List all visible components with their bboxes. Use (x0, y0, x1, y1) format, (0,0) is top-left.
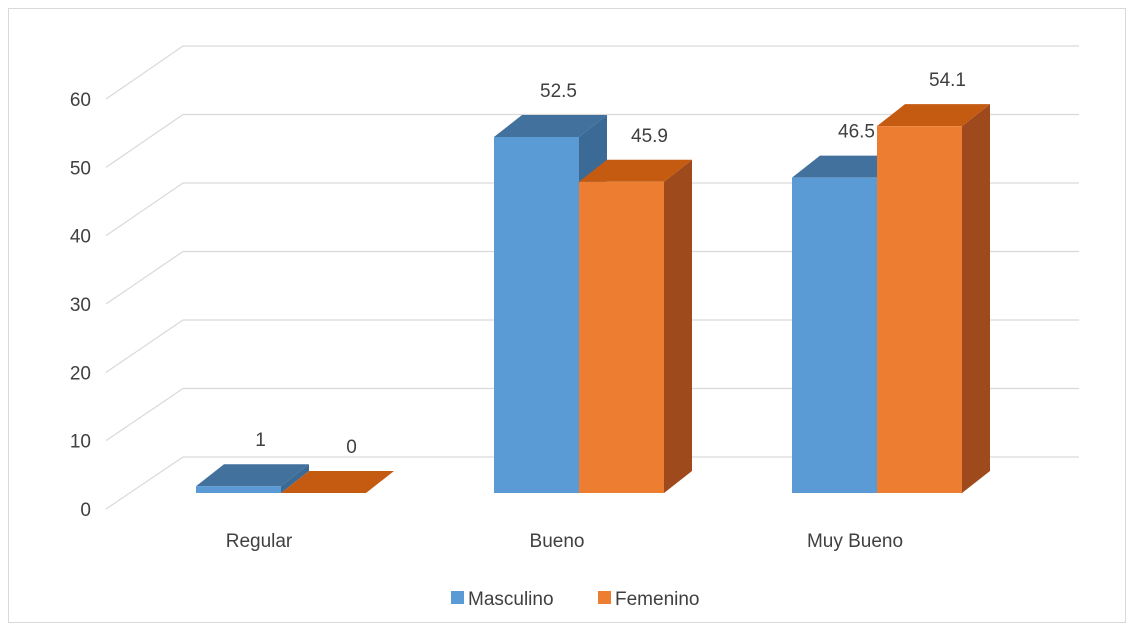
data-label: 54.1 (929, 70, 966, 91)
y-tick-label: 50 (70, 158, 91, 179)
bar-front (792, 177, 877, 493)
category-label: Muy Bueno (807, 531, 903, 552)
bar-front (579, 181, 664, 494)
legend-swatch-masculino (451, 591, 464, 604)
bar-femenino-0 (281, 471, 394, 494)
y-tick-label: 10 (70, 432, 91, 453)
data-label: 52.5 (540, 81, 577, 102)
bar-top (494, 115, 607, 137)
bar-side (664, 159, 692, 494)
gridline-diagonal (105, 319, 184, 373)
bar-top (877, 104, 990, 127)
x-axis-categories: Regular Bueno Muy Bueno (226, 531, 903, 552)
gridline-diagonal (105, 45, 184, 100)
data-label: 46.5 (838, 122, 875, 143)
chart-frame: 0 10 20 30 40 50 60 1 0 52.5 45.9 46.5 54.1 Regular… (8, 8, 1126, 623)
bar-front (196, 486, 281, 493)
bars-layer (196, 104, 990, 494)
bar-top (792, 155, 905, 178)
gridline-diagonal (105, 456, 184, 510)
legend: Masculino Femenino (451, 589, 700, 610)
bar-front (494, 137, 579, 493)
category-label: Regular (226, 531, 293, 552)
gridline-diagonal (105, 182, 184, 237)
y-axis-ticks: 0 10 20 30 40 50 60 (70, 90, 91, 521)
data-labels-layer: 1 0 52.5 45.9 46.5 54.1 (255, 70, 966, 458)
bar-masculino-0 (196, 464, 309, 493)
y-tick-label: 60 (70, 90, 91, 111)
category-label: Bueno (530, 531, 585, 552)
y-tick-label: 20 (70, 363, 91, 384)
bar-femenino-1 (579, 159, 692, 494)
data-label: 45.9 (631, 126, 668, 147)
gridline-diagonal (105, 114, 184, 168)
data-label: 0 (346, 437, 357, 458)
legend-swatch-femenino (598, 591, 611, 604)
legend-label-masculino: Masculino (468, 589, 554, 610)
bar-top (196, 464, 309, 487)
bar-side (962, 104, 990, 493)
data-label: 1 (255, 430, 266, 451)
bar-femenino-2 (877, 104, 990, 493)
y-tick-label: 0 (80, 500, 91, 521)
bar-front (877, 126, 962, 493)
bar-top (579, 159, 692, 182)
gridline-diagonal (105, 388, 184, 442)
bar-top (281, 471, 394, 493)
gridline-diagonal (105, 251, 184, 305)
bar-masculino-2 (792, 155, 905, 493)
y-tick-label: 30 (70, 295, 91, 316)
legend-label-femenino: Femenino (615, 589, 700, 610)
y-tick-label: 40 (70, 227, 91, 248)
bar-side (281, 464, 309, 493)
